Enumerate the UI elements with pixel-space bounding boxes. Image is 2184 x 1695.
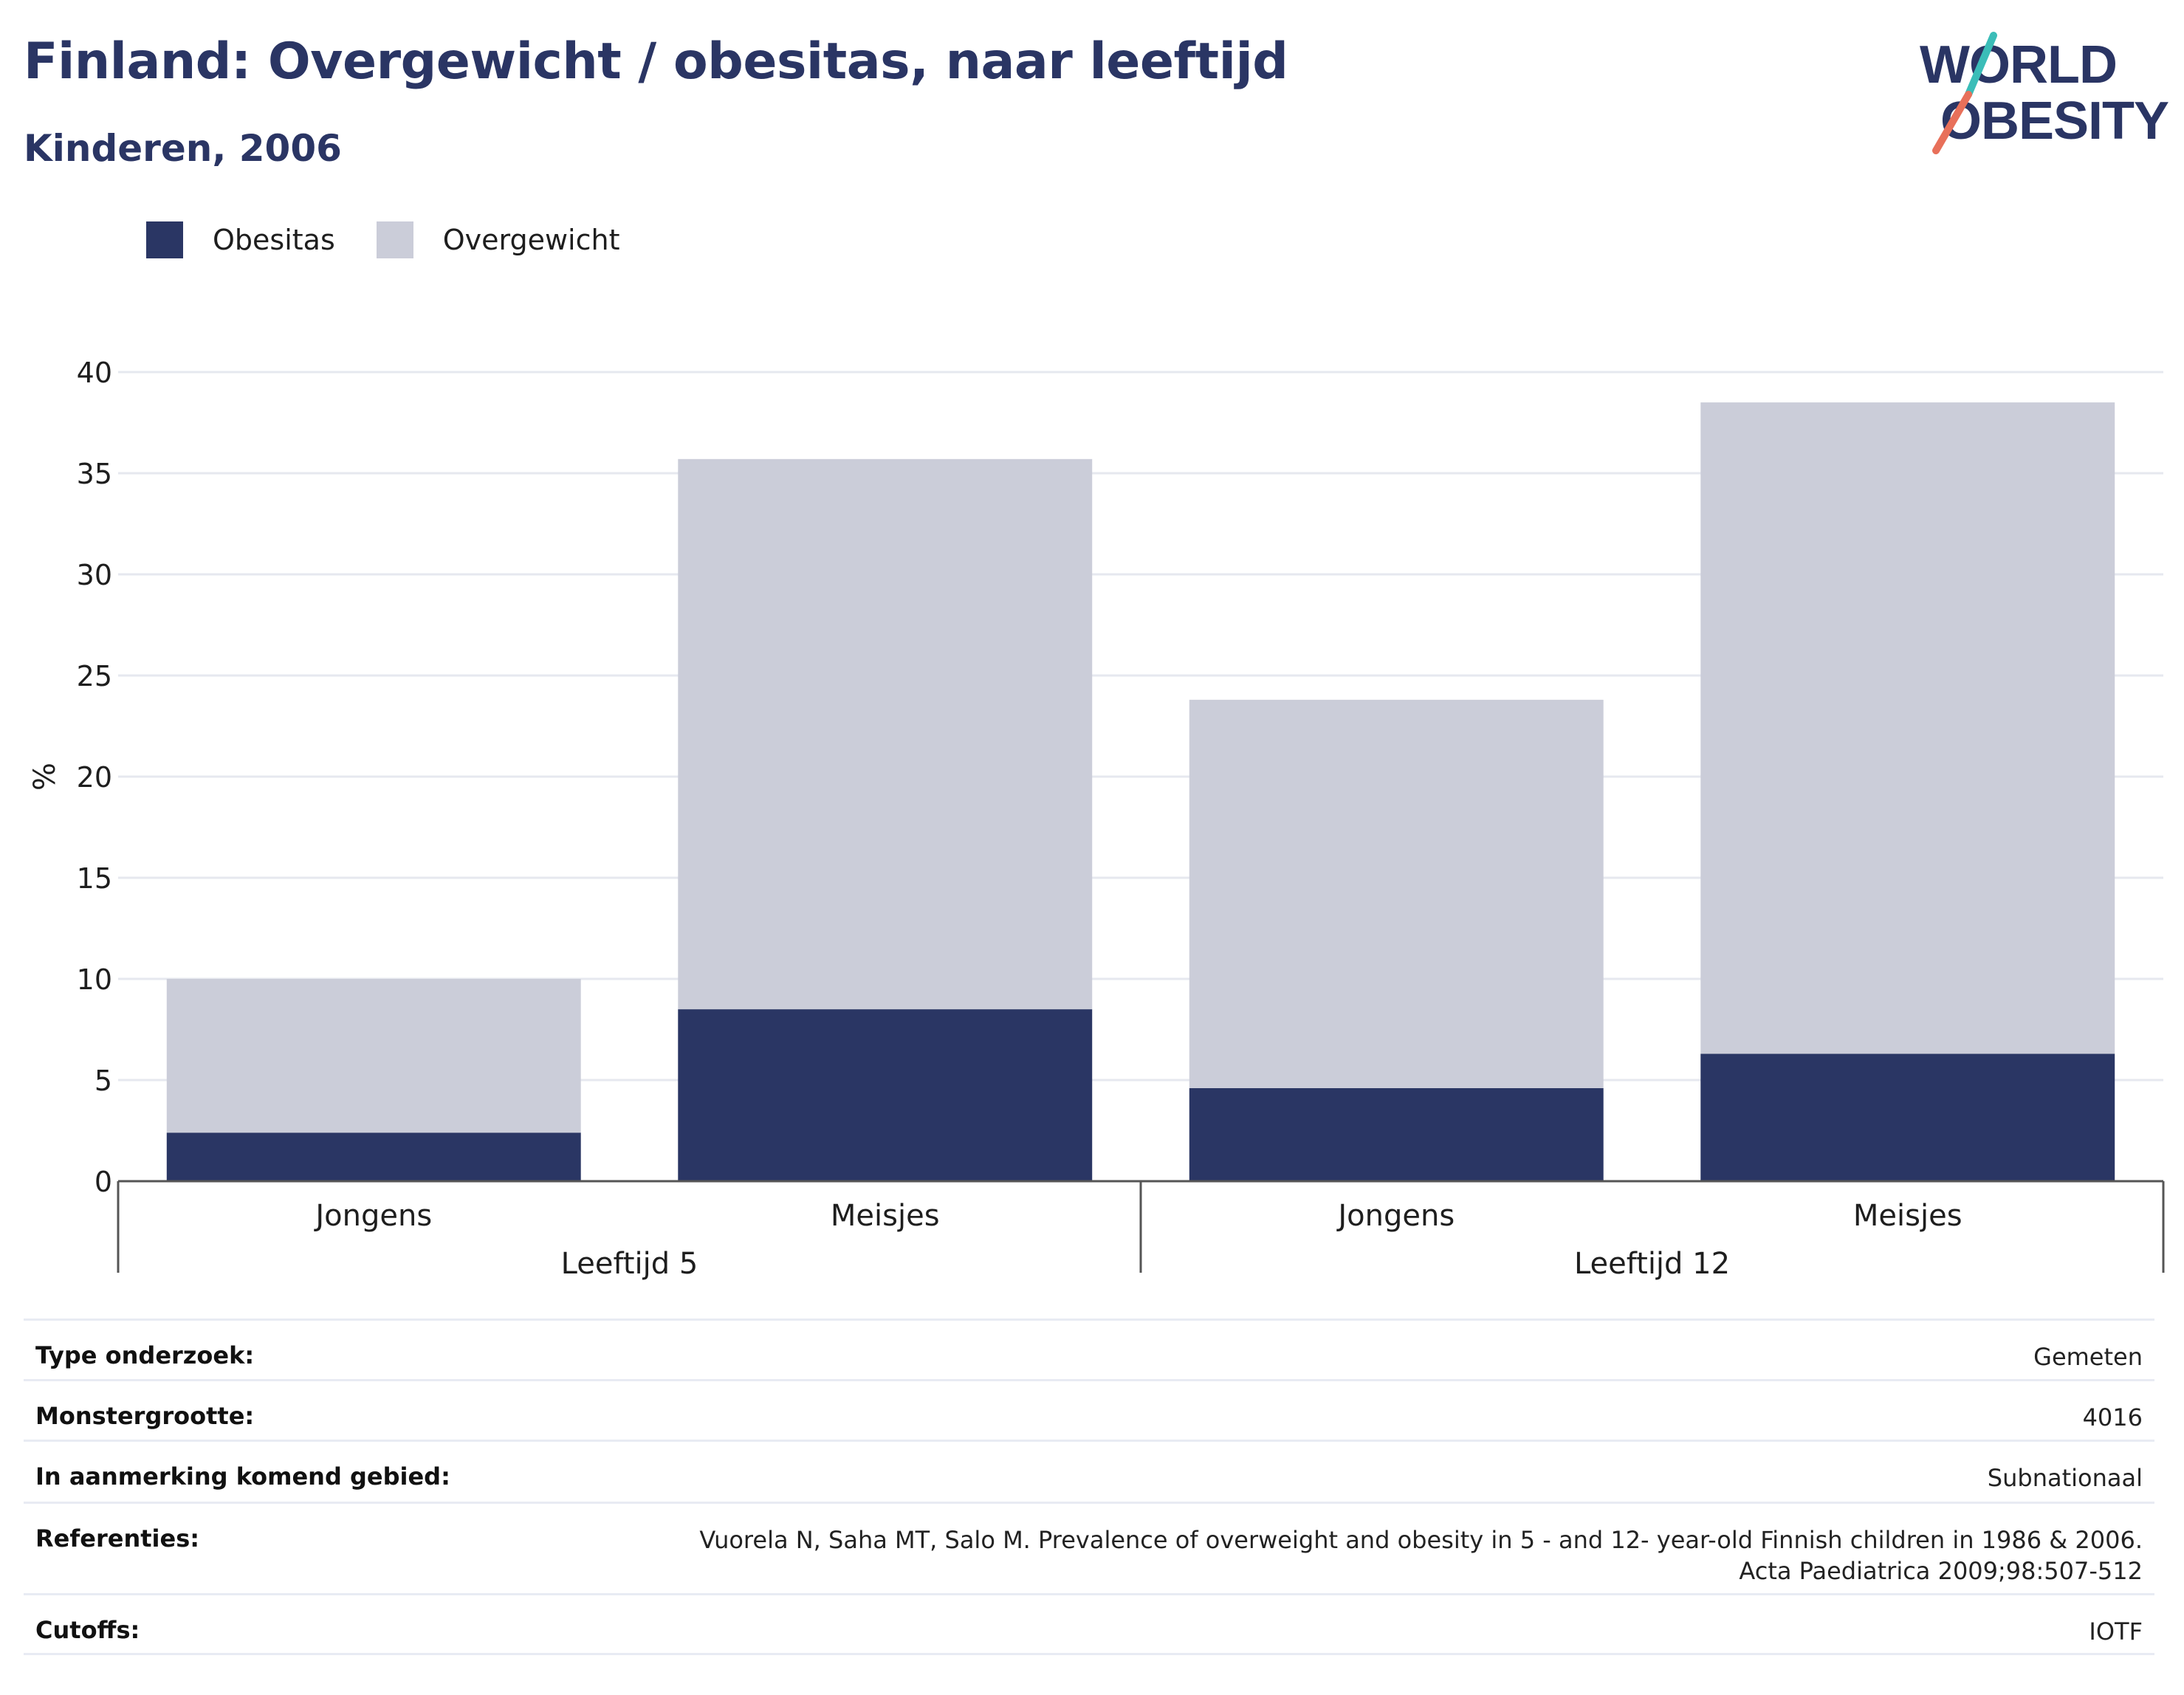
y-tick-label: 25 (77, 660, 112, 692)
bar-overgewicht (1700, 402, 2115, 1054)
y-tick-label: 0 (95, 1166, 112, 1198)
y-tick-label: 35 (77, 458, 112, 490)
bar-overgewicht (1189, 699, 1604, 1088)
y-tick-label: 15 (77, 862, 112, 895)
bar-obesitas (678, 1009, 1093, 1181)
y-tick-label: 40 (77, 357, 112, 389)
legend-swatch-obesitas (146, 221, 183, 258)
info-row: In aanmerking komend gebied: Subnationaa… (24, 1440, 2154, 1502)
info-value: Gemeten (2033, 1343, 2143, 1371)
legend-swatch-overgewicht (376, 221, 413, 258)
info-label: In aanmerking komend gebied: (35, 1462, 450, 1491)
x-tick-label: Meisjes (1853, 1199, 1962, 1233)
y-tick-label: 30 (77, 559, 112, 591)
info-row: Monstergrootte: 4016 (24, 1379, 2154, 1440)
bar-obesitas (1700, 1053, 2115, 1181)
bar-overgewicht (166, 979, 581, 1133)
bar-obesitas (166, 1132, 581, 1181)
svg-text:WORLD: WORLD (1920, 35, 2117, 94)
info-row: Referenties: Vuorela N, Saha MT, Salo M.… (24, 1502, 2154, 1593)
x-group-label: Leeftijd 5 (561, 1247, 698, 1281)
chart-title: Finland: Overgewicht / obesitas, naar le… (24, 32, 1288, 91)
x-tick-label: Jongens (1336, 1199, 1455, 1233)
info-value: IOTF (2089, 1617, 2143, 1646)
stacked-bar-chart: 0 5 10 15 20 25 30 35 40% Jongens Meisjes Jongens Me… (28, 357, 2165, 1281)
legend-label-obesitas: Obesitas (213, 224, 335, 256)
bar-overgewicht (678, 458, 1093, 1010)
info-label: Cutoffs: (35, 1616, 140, 1644)
chart-legend: Obesitas Overgewicht (146, 220, 662, 260)
info-value: Subnationaal (1987, 1464, 2143, 1492)
info-value: 4016 (2082, 1403, 2143, 1431)
world-obesity-logo: WORLD OBESITY (1920, 32, 2169, 154)
svg-text:OBESITY: OBESITY (1940, 92, 2168, 151)
x-group-label: Leeftijd 12 (1574, 1247, 1730, 1281)
x-tick-label: Jongens (313, 1199, 432, 1233)
legend-label-overgewicht: Overgewicht (442, 224, 620, 256)
info-label: Referenties: (35, 1524, 200, 1553)
info-label: Type onderzoek: (35, 1341, 255, 1369)
chart-subtitle: Kinderen, 2006 (24, 127, 342, 170)
info-value: Vuorela N, Saha MT, Salo M. Prevalence o… (699, 1526, 2143, 1585)
y-tick-label: 20 (77, 761, 112, 794)
legend-item-obesitas[interactable]: Obesitas (146, 221, 335, 258)
y-tick-label: 10 (77, 963, 112, 996)
y-tick-label: 5 (95, 1065, 112, 1097)
info-row: Cutoffs: IOTF (24, 1593, 2154, 1655)
x-tick-label: Meisjes (831, 1199, 940, 1233)
info-table: Type onderzoek: Gemeten Monstergrootte: … (24, 1318, 2154, 1655)
bar-obesitas (1189, 1087, 1604, 1181)
y-axis-label: % (28, 763, 62, 791)
info-row: Type onderzoek: Gemeten (24, 1318, 2154, 1379)
legend-item-overgewicht[interactable]: Overgewicht (376, 221, 620, 258)
info-label: Monstergrootte: (35, 1402, 255, 1430)
